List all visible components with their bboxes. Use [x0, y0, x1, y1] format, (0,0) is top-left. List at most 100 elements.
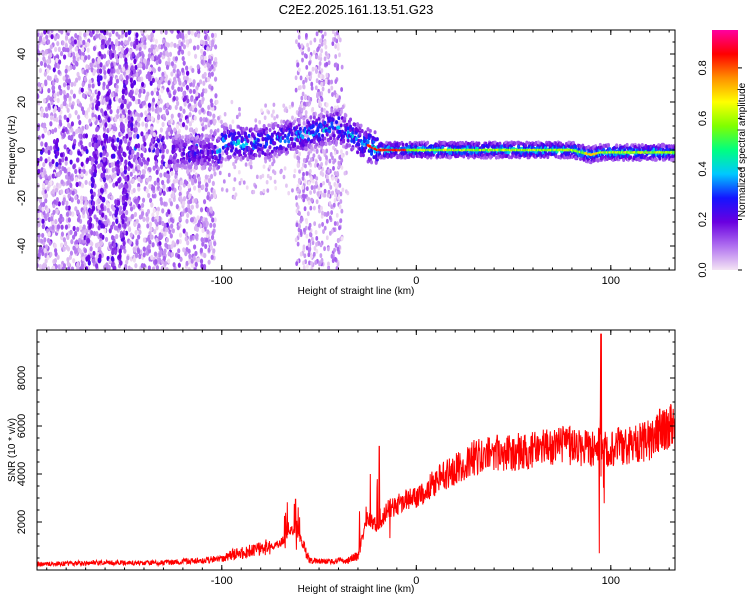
spectrogram-cell	[172, 148, 176, 153]
spectrogram-cell	[62, 75, 66, 82]
spectrogram-cell	[164, 162, 168, 168]
spectrogram-cell	[166, 87, 170, 93]
spectrogram-cell	[294, 87, 298, 93]
spectrogram-cell	[88, 103, 93, 109]
spectrogram-cell	[115, 87, 119, 94]
spectrogram-cell	[74, 248, 78, 254]
spectrogram-cell	[266, 188, 270, 193]
spectrogram-cell	[44, 49, 48, 55]
spectrogram-cell	[57, 201, 61, 207]
spectrogram-cell	[298, 169, 301, 174]
spectrogram-cell	[212, 166, 216, 171]
spectrogram-cell	[46, 212, 50, 218]
spectrogram-cell	[46, 266, 51, 270]
spectrogram-cell	[141, 146, 146, 152]
spectrogram-cell	[295, 125, 299, 130]
spectrogram-cell	[244, 162, 248, 167]
spectrogram-cell	[88, 79, 92, 85]
spectrogram-cell	[95, 30, 100, 34]
spectrogram-cell	[302, 265, 306, 270]
spectrogram-cell	[58, 114, 62, 120]
spectrogram-cell	[56, 63, 60, 70]
spectrogram-cell	[129, 206, 134, 212]
spectrogram-cell	[136, 133, 140, 140]
spectrogram-cell	[47, 156, 51, 162]
spectrogram-cell	[56, 224, 61, 230]
spectrogram-cell	[210, 254, 214, 260]
spectrogram-cell	[205, 182, 209, 188]
spectrogram-cell	[210, 32, 215, 38]
spectrogram-cell	[191, 82, 196, 88]
spectrogram-cell	[161, 154, 165, 160]
spectrogram-cell	[146, 216, 150, 222]
spectrogram-cell	[327, 261, 330, 267]
spectrogram-cell	[122, 212, 126, 219]
spectrogram-cell	[188, 253, 192, 259]
spectrogram-cell	[145, 177, 150, 183]
spectrogram-cell	[142, 157, 146, 163]
spectrogram-cell	[86, 47, 90, 53]
spectrogram-cell	[347, 143, 351, 148]
spectrogram-cell	[151, 266, 156, 270]
spectrogram-cell	[99, 62, 103, 68]
spectrogram-cell	[38, 197, 43, 204]
spectrogram-cell	[165, 148, 169, 154]
spectrogram-cell	[47, 130, 51, 136]
spectrogram-cell	[337, 160, 341, 166]
spectrogram-cell	[137, 186, 141, 192]
spectrogram-cell	[356, 150, 360, 155]
spectrogram-cell	[312, 136, 316, 141]
spectrogram-cell	[142, 216, 146, 223]
spectrogram-cell	[52, 209, 56, 215]
spectrogram-cell	[321, 222, 324, 227]
spectrogram-cell	[46, 39, 51, 45]
spectrogram-cell	[59, 121, 63, 127]
spectrogram-cell	[138, 69, 142, 75]
spectrogram-cell	[103, 110, 108, 117]
spectrogram-cell	[70, 266, 74, 270]
spectrogram-cell	[115, 218, 119, 225]
spectrogram-cell	[118, 248, 122, 255]
spectrogram-cell	[174, 56, 179, 62]
spectrogram-cell	[201, 96, 205, 102]
spectrogram-cell	[204, 117, 208, 123]
spectrogram-cell	[46, 207, 50, 213]
spectrogram-cell	[326, 174, 329, 180]
spectrogram-cell	[336, 246, 340, 252]
spectrogram-cell	[40, 112, 44, 118]
spectrogram-cell	[304, 147, 308, 152]
spectrogram-cell	[307, 252, 311, 258]
spectrogram-cell	[308, 232, 312, 237]
spectrogram-cell	[153, 180, 157, 186]
spectrogram-cell	[96, 74, 101, 81]
spectrogram-cell	[163, 260, 167, 266]
spectrogram-cell	[115, 113, 120, 120]
spectrogram-cell	[141, 53, 145, 59]
spectrogram-cell	[47, 149, 51, 155]
spectrogram-cell	[66, 92, 70, 99]
spectrogram-cell	[330, 253, 334, 259]
spectrogram-cell	[337, 189, 341, 195]
spectrogram-cell	[176, 30, 180, 34]
spectrogram-cell	[49, 180, 53, 186]
spectrogram-cell	[70, 104, 74, 110]
spectrogram-cell	[69, 250, 74, 256]
spectrogram-cell	[293, 142, 297, 147]
spectrogram-cell	[310, 254, 313, 260]
spectrogram-cell	[144, 110, 148, 116]
spectrogram-cell	[81, 209, 86, 215]
spectrogram-cell	[120, 46, 124, 53]
spectrogram-cell	[268, 164, 272, 170]
spectrogram-cell	[194, 107, 198, 113]
spectrogram-cell	[179, 196, 183, 203]
spectrogram-cell	[138, 157, 142, 163]
spectrogram-cell	[46, 186, 50, 192]
spectrogram-cell	[115, 78, 120, 84]
spectrogram-cell	[91, 58, 95, 64]
spectrogram-cell	[182, 247, 186, 253]
spectrogram-cell	[137, 122, 141, 128]
spectrogram-cell	[279, 169, 283, 175]
spectrogram-cell	[41, 51, 45, 57]
spectrogram-cell	[208, 111, 212, 117]
spectrogram-cell	[161, 208, 165, 214]
